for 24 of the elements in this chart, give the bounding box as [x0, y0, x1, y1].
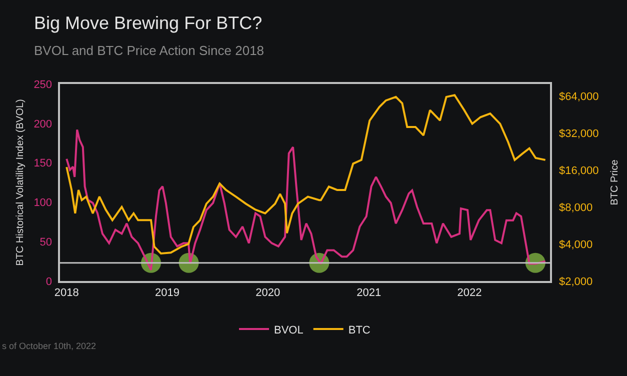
text: s of October 10th, 2022	[2, 341, 96, 351]
legend-label: BVOL	[274, 324, 304, 336]
y-tick-label: 0	[46, 276, 52, 288]
x-tick-label: 2020	[256, 286, 280, 299]
y2-tick-label: $64,000	[559, 90, 599, 103]
x-tick-label: 2022	[457, 286, 482, 299]
y-tick-label: 250	[34, 78, 52, 91]
chart-subtitle: BVOL and BTC Price Action Since 2018	[34, 43, 264, 58]
y2-tick-label: $4,000	[559, 238, 593, 251]
y2-tick-label: $32,000	[559, 128, 599, 140]
y-tick-label: 200	[34, 118, 52, 130]
y-tick-label: 100	[34, 197, 52, 210]
x-tick-label: 2019	[155, 286, 180, 299]
chart-title: Big Move Brewing For BTC?	[34, 13, 262, 33]
x-tick-label: 2021	[356, 286, 382, 299]
y2-tick-label: $8,000	[559, 202, 593, 214]
y-axis-title: BTC Historical Volatility Index (BVOL)	[15, 99, 26, 266]
y2-tick-label: $16,000	[559, 164, 599, 177]
y2-axis-title: BTC Price	[609, 159, 620, 206]
y-tick-label: 150	[34, 158, 52, 170]
legend-label: BTC	[348, 324, 370, 336]
y-tick-label: 50	[40, 236, 52, 248]
y2-tick-label: $2,000	[559, 276, 593, 288]
x-tick-label: 2018	[54, 286, 79, 299]
